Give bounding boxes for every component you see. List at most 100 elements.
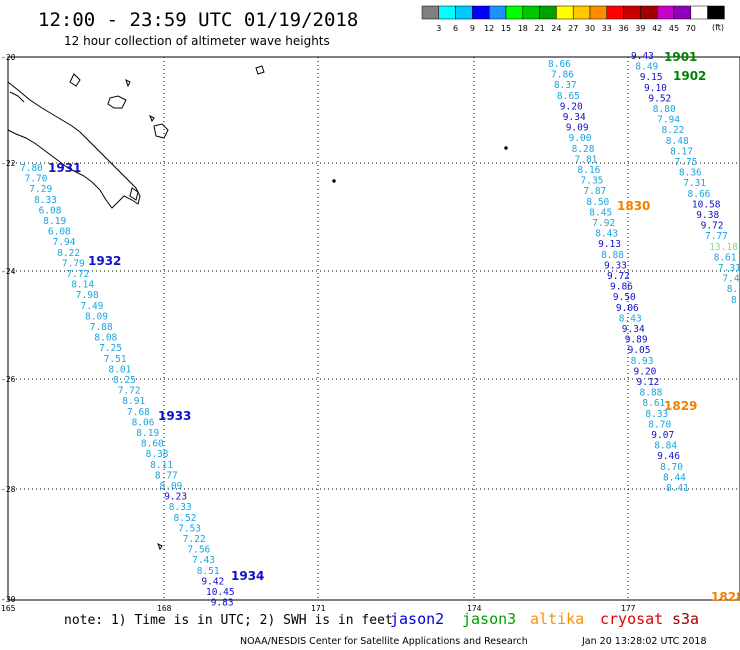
wave-height-value: 7.68: [127, 407, 150, 418]
wave-height-value: 8.22: [57, 248, 80, 259]
legend-swatch: [640, 5, 658, 20]
pass-label: 1931: [48, 161, 81, 175]
legend-label: 39: [635, 24, 645, 33]
pass-label: 1932: [88, 254, 121, 268]
wave-height-value: 7.49: [81, 301, 104, 312]
wave-height-value: 8.61: [714, 252, 737, 263]
wave-height-value: 8.60: [141, 439, 164, 450]
wave-height-value: 8.88: [601, 250, 624, 261]
wave-height-value: 7.88: [90, 322, 113, 333]
legend-swatch: [606, 5, 624, 20]
wave-height-value: 8.11: [150, 460, 173, 471]
legend-label: 24: [551, 24, 561, 33]
wave-height-value: 8.33: [34, 195, 57, 206]
wave-height-value: 9.07: [651, 430, 674, 441]
legend-label: 36: [619, 24, 629, 33]
wave-height-value: 7.31: [718, 263, 740, 274]
wave-height-value: 7.80: [20, 163, 43, 174]
wave-height-value: 7.70: [25, 174, 48, 185]
wave-height-value: 7.72: [67, 269, 90, 280]
wave-height-value: 7.94: [657, 115, 680, 126]
wave-height-value: 8.41: [666, 483, 689, 494]
wave-height-value: 8.09: [85, 311, 108, 322]
wave-height-value: 8.88: [640, 388, 663, 399]
legend-label: 3: [436, 24, 441, 33]
wave-height-value: 8.93: [631, 356, 654, 367]
lon-axis: 165 168 171 174 177: [1, 604, 636, 613]
satellite-label: s3a: [672, 610, 699, 628]
wave-height-value: 7.92: [592, 218, 615, 229]
plot-frame: [7, 56, 740, 601]
lon-label: 165: [1, 604, 16, 613]
wave-height-value: 9.52: [648, 93, 671, 104]
legend-swatch: [472, 5, 490, 20]
wave-height-value: 7.43: [192, 555, 215, 566]
wave-height-value: 10.45: [206, 587, 235, 598]
wave-height-value: 9.12: [637, 377, 660, 388]
legend-swatch: [556, 5, 574, 20]
legend-label: 30: [585, 24, 595, 33]
wave-height-value: 8.38: [146, 449, 169, 460]
wave-height-value: 8.80: [653, 104, 676, 115]
wave-height-value: 9.23: [164, 492, 187, 503]
map-title: 12:00 - 23:59 UTC 01/19/2018: [38, 9, 358, 31]
pass-label: 1828: [711, 590, 740, 604]
legend-label: 70: [686, 24, 696, 33]
legend-label: 33: [602, 24, 612, 33]
wave-height-value: 9.20: [634, 366, 657, 377]
wave-height-value: 7.56: [187, 545, 210, 556]
lon-label: 177: [621, 604, 636, 613]
wave-height-value: 8.48: [666, 136, 689, 147]
lat-label: -20: [1, 53, 16, 62]
wave-height-value: 9.00: [569, 133, 592, 144]
wave-height-value: 9.89: [625, 335, 648, 346]
pass-label: 1829: [664, 399, 697, 413]
legend-swatch: [656, 5, 675, 20]
wave-height-value: 8.17: [670, 146, 693, 157]
legend-label: 45: [669, 24, 679, 33]
wave-height-value: 7.35: [581, 176, 604, 187]
footer-note: note: 1) Time is in UTC; 2) SWH is in fe…: [64, 613, 393, 628]
legend-swatch: [488, 5, 507, 20]
wave-height-value: 9.34: [563, 112, 586, 123]
wave-height-value: 9.72: [701, 221, 724, 232]
wave-height-value: 8.91: [122, 396, 145, 407]
wave-height-value: 10.58: [692, 199, 721, 210]
wave-height-value: 7.75: [675, 157, 698, 168]
wave-height-value: 8.06: [132, 417, 155, 428]
lon-label: 168: [157, 604, 172, 613]
wave-height-value: 9.43: [631, 51, 654, 62]
coastline: [7, 65, 508, 551]
legend-label: 15: [501, 24, 511, 33]
legend-swatch: [589, 5, 608, 20]
legend-swatch: [623, 5, 641, 20]
lat-label: -28: [1, 485, 16, 494]
wave-height-value: 8.01: [108, 364, 131, 375]
map-subtitle: 12 hour collection of altimeter wave hei…: [64, 34, 330, 48]
satellite-label: altika: [530, 610, 584, 628]
legend-swatch: [673, 5, 692, 20]
wave-height-value: 8.22: [662, 125, 685, 136]
wave-height-value: 8.45: [589, 207, 612, 218]
wave-height-value: 8: [731, 295, 737, 306]
satellite-legend: jason2 jason3 altika cryosat s3a: [390, 610, 699, 628]
color-legend: 3 6 9 12 15 18 21 24 27 30 33 36 39 42 45 70: [421, 5, 725, 33]
lon-label: 171: [311, 604, 326, 613]
wave-height-value: 8.70: [660, 462, 683, 473]
wave-height-value: 9.06: [616, 303, 639, 314]
wave-height-value: 9.05: [628, 345, 651, 356]
wave-height-value: 8.77: [155, 470, 178, 481]
wave-height-value: 8.33: [169, 502, 192, 513]
wave-height-value: 7.77: [705, 231, 728, 242]
legend-label: 27: [568, 24, 578, 33]
legend-label: 42: [652, 24, 662, 33]
legend-swatch: [690, 5, 708, 20]
lat-label: -30: [1, 595, 16, 604]
wave-height-value: 9.20: [560, 101, 583, 112]
credit-text: NOAA/NESDIS Center for Satellite Applica…: [240, 636, 528, 647]
legend-swatch: [707, 5, 725, 20]
legend-swatch: [421, 5, 440, 20]
wave-height-value: 6.08: [48, 227, 71, 238]
legend-swatch: [572, 5, 591, 20]
wave-height-value: 8.49: [635, 62, 658, 73]
